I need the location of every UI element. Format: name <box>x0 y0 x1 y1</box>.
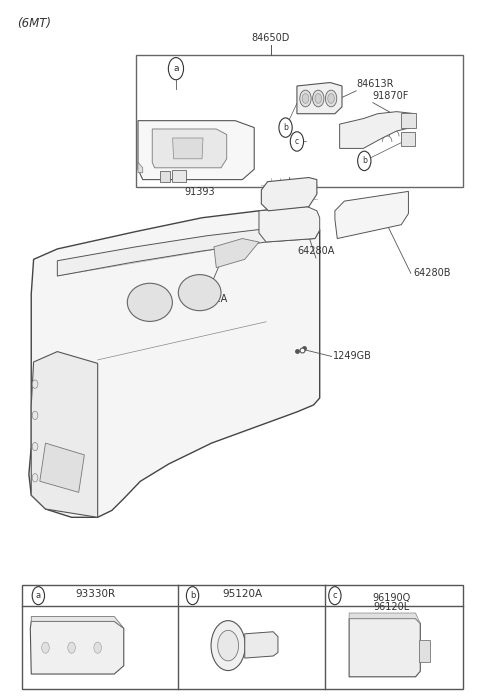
Polygon shape <box>40 443 84 492</box>
Circle shape <box>315 94 322 103</box>
Circle shape <box>358 151 371 171</box>
Circle shape <box>300 90 311 107</box>
Polygon shape <box>29 207 320 517</box>
Polygon shape <box>349 613 420 624</box>
Circle shape <box>279 118 292 137</box>
Text: (6MT): (6MT) <box>17 17 51 29</box>
FancyBboxPatch shape <box>401 131 415 145</box>
Text: a: a <box>36 591 41 600</box>
Circle shape <box>312 90 324 107</box>
Circle shape <box>32 411 38 419</box>
Circle shape <box>32 380 38 389</box>
Text: 96120L: 96120L <box>374 603 410 612</box>
FancyBboxPatch shape <box>136 55 463 187</box>
Polygon shape <box>30 621 124 674</box>
Text: 84650D: 84650D <box>252 33 290 43</box>
Polygon shape <box>31 617 124 628</box>
FancyBboxPatch shape <box>172 170 186 182</box>
Polygon shape <box>152 129 227 168</box>
Text: 95120A: 95120A <box>222 589 263 598</box>
Text: b: b <box>190 591 195 600</box>
Text: 64280B: 64280B <box>413 268 451 278</box>
Polygon shape <box>138 162 143 173</box>
Text: 84613R: 84613R <box>356 80 394 89</box>
Circle shape <box>32 442 38 451</box>
Circle shape <box>218 630 239 661</box>
FancyBboxPatch shape <box>22 585 463 689</box>
Polygon shape <box>245 632 278 658</box>
Polygon shape <box>259 207 320 242</box>
Text: c: c <box>295 137 299 146</box>
Text: b: b <box>362 157 367 166</box>
Circle shape <box>94 642 101 654</box>
Circle shape <box>168 57 183 80</box>
Circle shape <box>329 586 341 605</box>
Polygon shape <box>335 192 408 238</box>
Text: b: b <box>283 123 288 132</box>
Polygon shape <box>173 138 203 159</box>
Text: c: c <box>333 591 337 600</box>
Circle shape <box>68 642 75 654</box>
Text: 96190Q: 96190Q <box>372 593 411 603</box>
Text: 64280A: 64280A <box>297 246 335 256</box>
FancyBboxPatch shape <box>419 640 430 662</box>
Text: 91870F: 91870F <box>373 92 409 101</box>
Circle shape <box>290 131 303 151</box>
Circle shape <box>211 621 245 670</box>
Polygon shape <box>340 112 416 148</box>
Circle shape <box>302 94 309 103</box>
Text: 1249GB: 1249GB <box>333 352 372 361</box>
Text: a: a <box>173 64 179 73</box>
Text: 93330R: 93330R <box>75 589 115 598</box>
Polygon shape <box>31 352 97 517</box>
FancyBboxPatch shape <box>401 113 416 129</box>
Polygon shape <box>214 238 259 268</box>
Polygon shape <box>138 121 254 180</box>
Ellipse shape <box>127 283 172 322</box>
Text: 84611A: 84611A <box>190 294 228 305</box>
Polygon shape <box>349 619 420 677</box>
Polygon shape <box>57 224 320 276</box>
Circle shape <box>32 474 38 482</box>
Ellipse shape <box>179 275 221 310</box>
FancyBboxPatch shape <box>160 171 170 182</box>
Polygon shape <box>297 82 342 114</box>
Circle shape <box>42 642 49 654</box>
Polygon shape <box>261 178 317 211</box>
Circle shape <box>325 90 337 107</box>
Circle shape <box>32 586 45 605</box>
Text: 91393: 91393 <box>184 187 215 196</box>
Circle shape <box>186 586 199 605</box>
Circle shape <box>328 94 335 103</box>
